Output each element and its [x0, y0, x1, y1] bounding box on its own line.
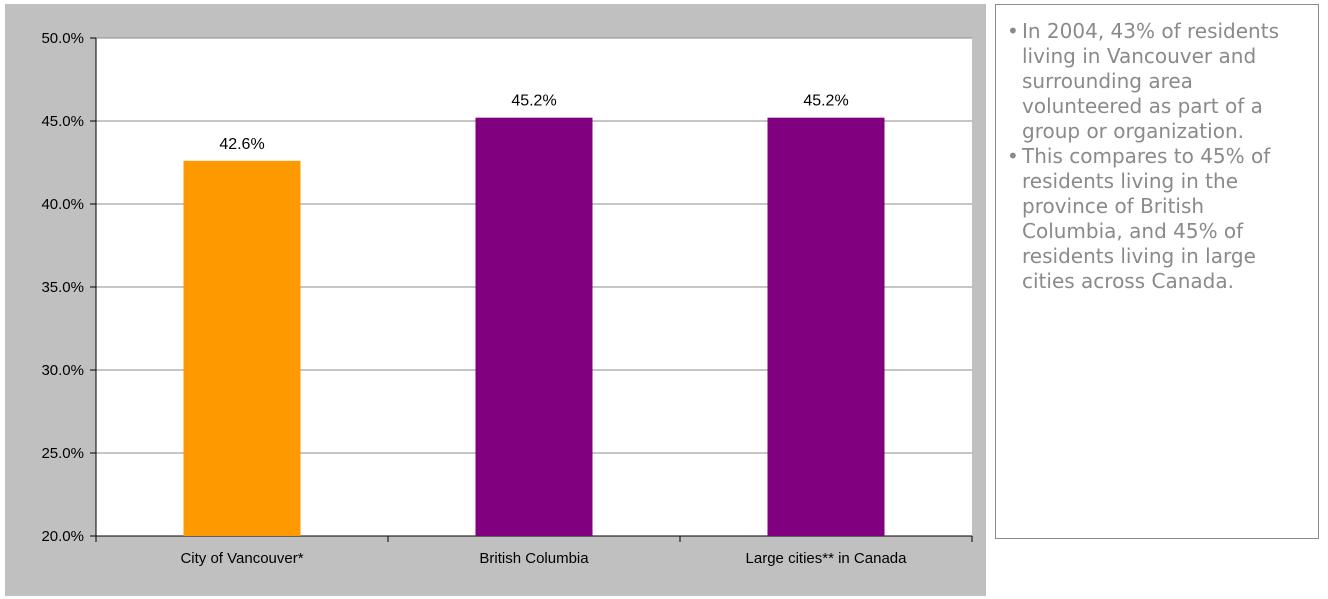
bar [767, 117, 885, 537]
x-tick-label: City of Vancouver* [180, 550, 303, 567]
note-text: In 2004, 43% of residents living in Vanc… [1022, 19, 1279, 143]
bullet-icon: • [1007, 19, 1019, 43]
data-label: 45.2% [803, 93, 848, 110]
notes-list: • In 2004, 43% of residents living in Va… [996, 5, 1318, 294]
notes-panel: • In 2004, 43% of residents living in Va… [995, 4, 1319, 539]
note-item: • In 2004, 43% of residents living in Va… [1007, 19, 1308, 144]
data-label: 45.2% [511, 93, 556, 110]
bar [183, 160, 301, 536]
x-tick-label: Large cities** in Canada [746, 550, 908, 567]
y-tick-label: 20.0% [41, 528, 84, 545]
y-tick-label: 45.0% [41, 113, 84, 130]
y-tick-label: 30.0% [41, 362, 84, 379]
bar [475, 117, 593, 537]
bar-chart: 20.0% 25.0% 30.0% 35.0% 40.0% 45.0% 50.0% 42.6%… [41, 30, 973, 567]
y-tick-label: 40.0% [41, 196, 84, 213]
bullet-icon: • [1007, 144, 1019, 168]
note-text: This compares to 45% of residents living… [1022, 144, 1271, 293]
chart-panel: 20.0% 25.0% 30.0% 35.0% 40.0% 45.0% 50.0% 42.6%… [5, 4, 986, 596]
y-tick-label: 25.0% [41, 445, 84, 462]
x-tick-label: British Columbia [479, 550, 589, 567]
data-label: 42.6% [219, 136, 264, 153]
note-item: • This compares to 45% of residents livi… [1007, 144, 1308, 294]
y-tick-label: 50.0% [41, 30, 84, 47]
y-tick-label: 35.0% [41, 279, 84, 296]
